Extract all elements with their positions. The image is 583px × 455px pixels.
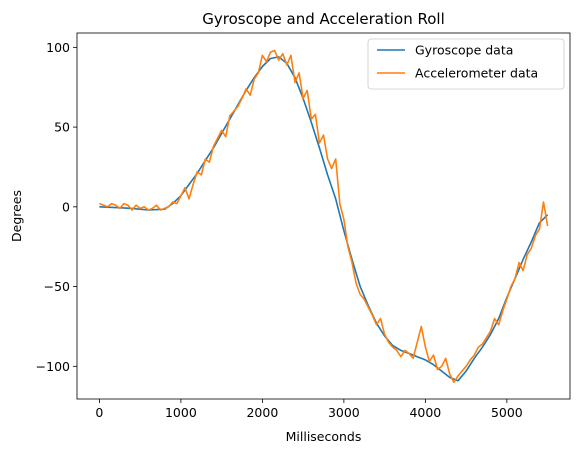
y-tick-label: 0 <box>62 199 70 214</box>
legend-label-gyroscope: Gyroscope data <box>415 43 513 58</box>
y-tick-label: −50 <box>44 279 70 294</box>
x-tick-label: 3000 <box>328 405 360 420</box>
x-axis-label: Milliseconds <box>286 429 362 444</box>
x-tick-label: 2000 <box>246 405 278 420</box>
x-tick-label: 4000 <box>409 405 441 420</box>
legend-label-accelerometer: Accelerometer data <box>415 66 538 81</box>
series-line-gyroscope <box>99 56 549 382</box>
x-tick-label: 0 <box>95 405 103 420</box>
y-tick-label: 100 <box>46 40 70 55</box>
y-tick-label: −100 <box>36 359 70 374</box>
chart-title: Gyroscope and Acceleration Roll <box>202 10 445 28</box>
x-tick-label: 5000 <box>491 405 523 420</box>
legend: Gyroscope data Accelerometer data <box>367 38 565 90</box>
y-axis-label: Degrees <box>9 190 24 242</box>
y-tick-label: 50 <box>54 120 70 135</box>
axis-ticks: 0 1000 2000 3000 4000 5000 −100 −50 0 50 100 <box>36 40 523 420</box>
x-tick-label: 1000 <box>165 405 197 420</box>
legend-box <box>367 38 565 90</box>
series-line-accelerometer <box>99 49 549 384</box>
plot-frame <box>76 32 571 400</box>
series-lines <box>99 49 549 384</box>
